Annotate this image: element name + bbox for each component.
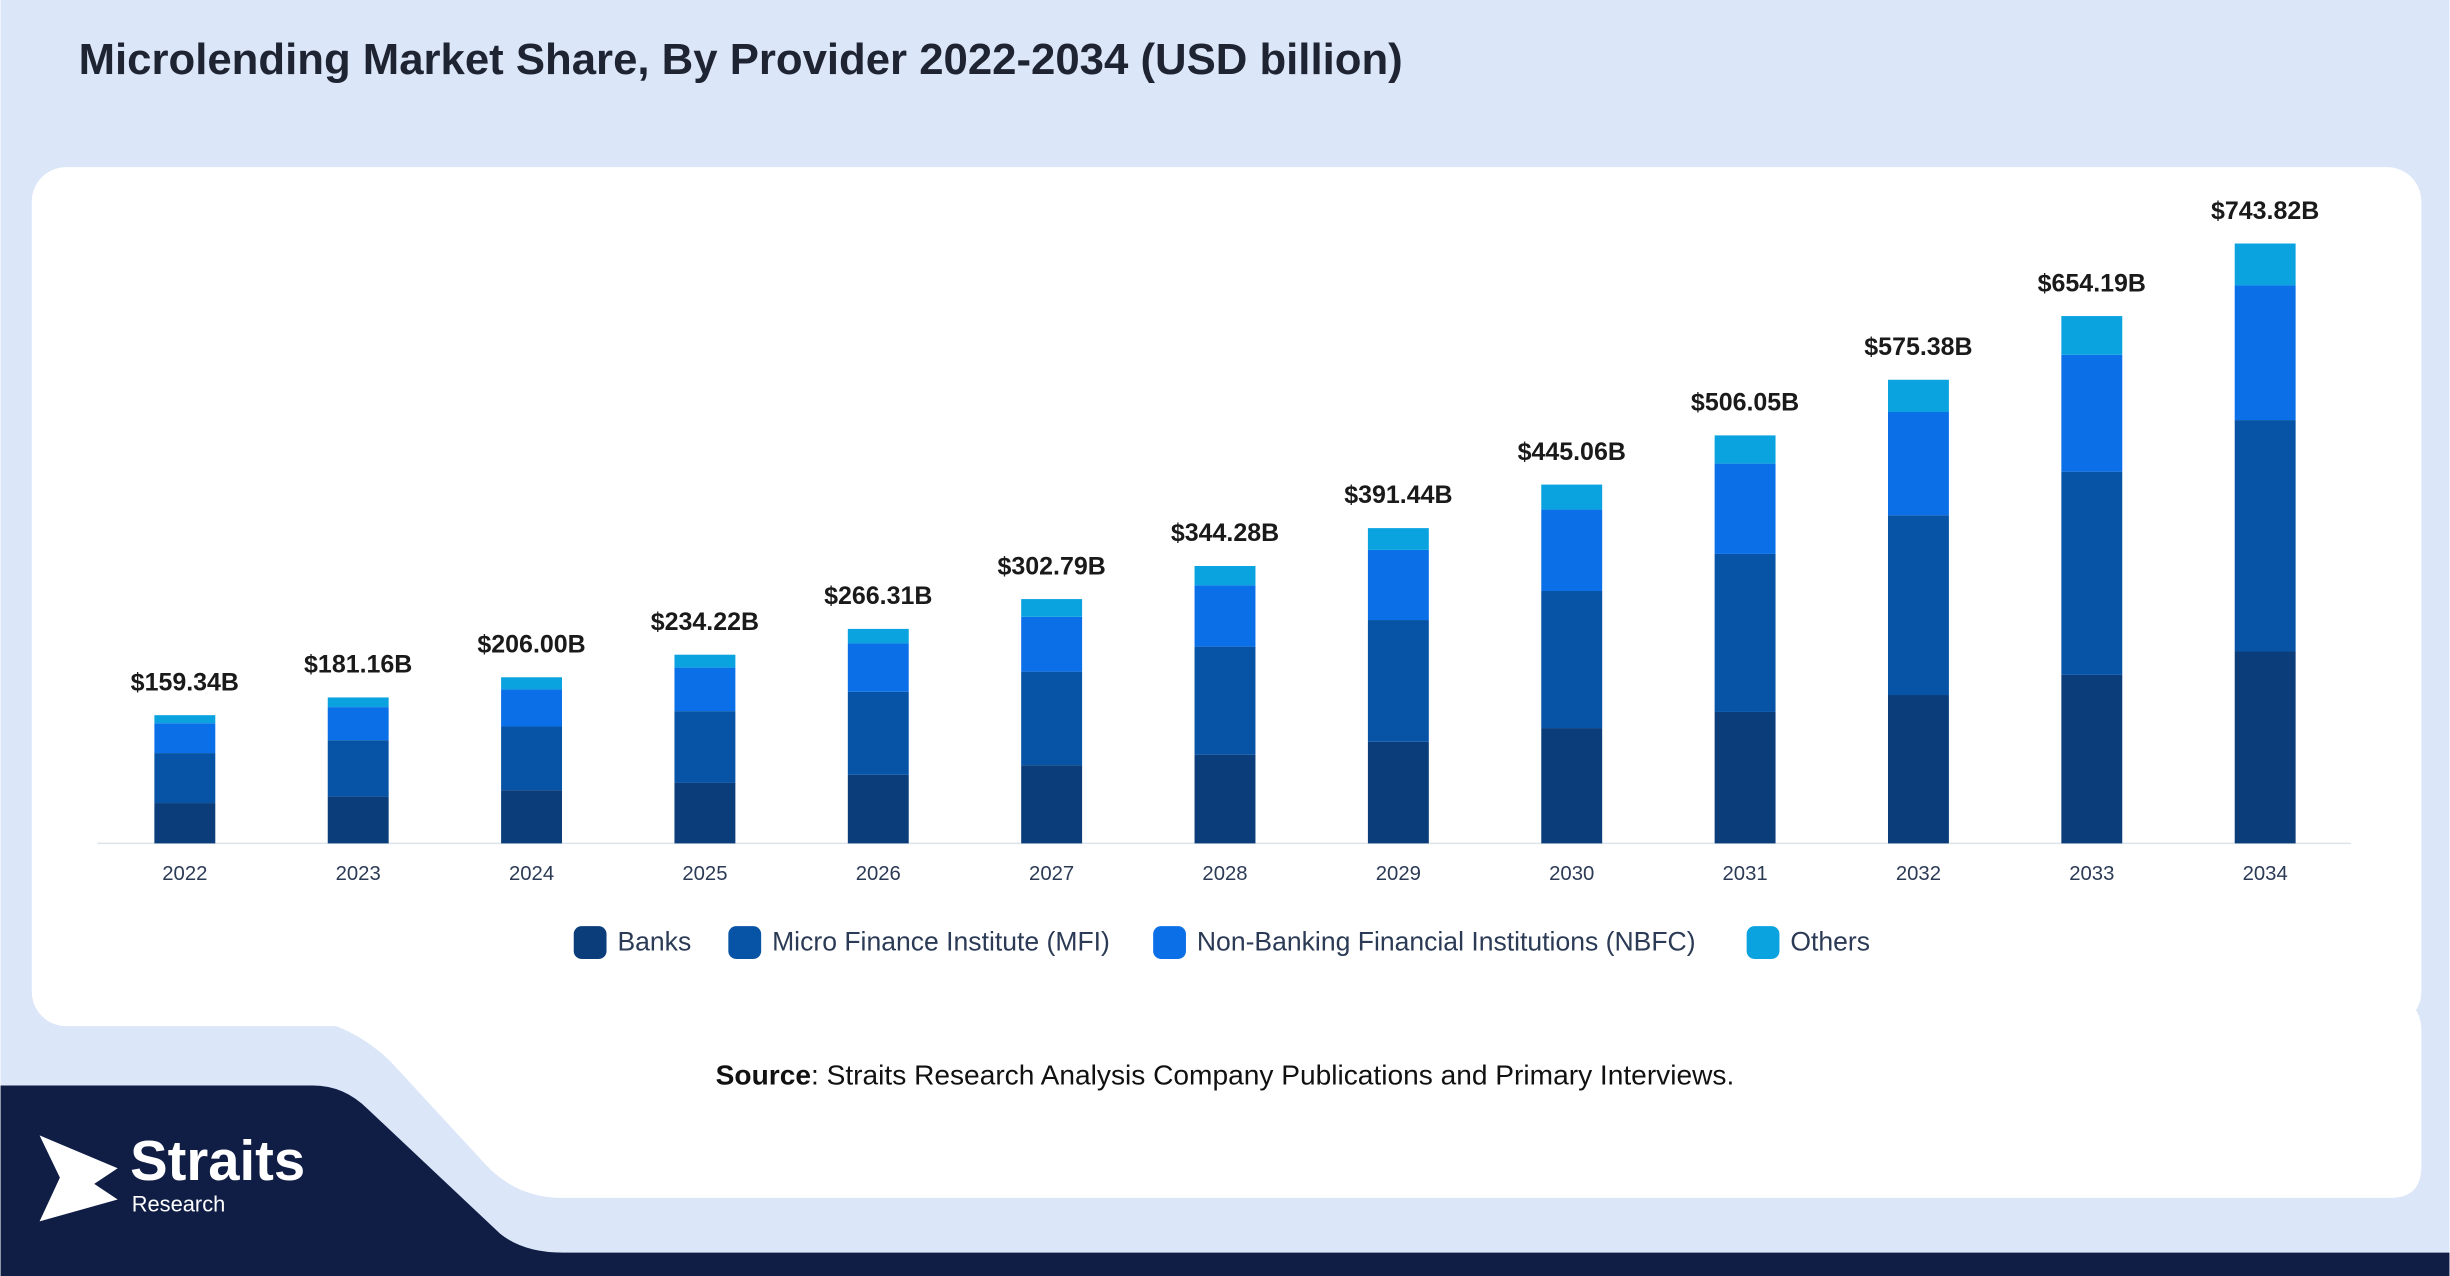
bar-segment xyxy=(1367,528,1429,550)
bar-segment xyxy=(1887,515,1949,696)
bar-segment xyxy=(327,740,389,797)
bar-segment xyxy=(501,689,563,727)
bar-segment xyxy=(2061,316,2123,355)
x-tick-label: 2024 xyxy=(509,863,554,885)
bar-segment xyxy=(674,782,736,844)
x-tick-label: 2030 xyxy=(1549,863,1594,885)
card-lower xyxy=(336,999,2422,1198)
logo-icon xyxy=(39,1135,118,1222)
bar-segment xyxy=(2234,651,2296,844)
bar-segment xyxy=(1541,484,1603,510)
bar-segment xyxy=(674,711,736,783)
bar-segment xyxy=(1887,695,1949,844)
total-label: $506.05B xyxy=(1691,389,1799,417)
bar-segment xyxy=(2234,243,2296,286)
x-tick-label: 2027 xyxy=(1029,863,1074,885)
bar-segment xyxy=(1021,671,1083,766)
total-label: $743.82B xyxy=(2211,197,2319,225)
bar-segment xyxy=(2061,354,2123,472)
total-label: $181.16B xyxy=(304,651,412,679)
legend-swatch xyxy=(728,926,762,959)
logo-name: Straits xyxy=(130,1129,305,1192)
bar-segment xyxy=(1714,463,1776,554)
legend-swatch xyxy=(573,926,607,959)
legend-label: Micro Finance Institute (MFI) xyxy=(772,926,1110,956)
total-label: $575.38B xyxy=(1864,333,1972,361)
bar-segment xyxy=(327,697,389,708)
bar-segment xyxy=(1541,591,1603,729)
bar-segment xyxy=(1887,412,1949,516)
source-label: Source xyxy=(716,1060,811,1091)
bar-segment xyxy=(1194,754,1256,844)
legend-swatch xyxy=(1746,926,1780,959)
bar-segment xyxy=(1541,509,1603,592)
total-label: $159.34B xyxy=(131,668,239,696)
bar-segment xyxy=(501,790,563,844)
bar-segment xyxy=(1021,765,1083,844)
bar-segment xyxy=(154,753,216,804)
x-tick-label: 2023 xyxy=(336,863,381,885)
x-tick-label: 2026 xyxy=(856,863,901,885)
bar-segment xyxy=(847,774,909,844)
bar-segment xyxy=(847,643,909,692)
bar-segment xyxy=(2234,420,2296,652)
bar-segment xyxy=(1887,379,1949,413)
source: Source: Straits Research Analysis Compan… xyxy=(716,1060,1735,1091)
bar-segment xyxy=(1194,566,1256,586)
bar-segment xyxy=(847,628,909,644)
total-label: $206.00B xyxy=(477,631,585,659)
bar-segment xyxy=(501,677,563,690)
total-label: $266.31B xyxy=(824,582,932,610)
legend-label: Non-Banking Financial Institutions (NBFC… xyxy=(1197,926,1696,956)
x-tick-label: 2032 xyxy=(1896,863,1941,885)
bar-segment xyxy=(1541,728,1603,844)
legend-label: Others xyxy=(1790,926,1870,956)
x-tick-label: 2034 xyxy=(2243,863,2288,885)
bar-segment xyxy=(2234,285,2296,421)
bar-segment xyxy=(1194,646,1256,755)
total-label: $391.44B xyxy=(1344,481,1452,509)
bar-segment xyxy=(1367,549,1429,621)
bar-segment xyxy=(1021,599,1083,617)
legend-label: Banks xyxy=(617,926,691,956)
bar-segment xyxy=(1714,711,1776,844)
bar-segment xyxy=(1367,741,1429,844)
x-tick-label: 2029 xyxy=(1376,863,1421,885)
bar-segment xyxy=(847,691,909,775)
bar-segment xyxy=(674,654,736,668)
bar-segment xyxy=(327,707,389,741)
total-label: $302.79B xyxy=(997,552,1105,580)
total-label: $445.06B xyxy=(1518,438,1626,466)
x-tick-label: 2028 xyxy=(1202,863,1247,885)
bar-segment xyxy=(154,715,216,724)
bar-segment xyxy=(2061,674,2123,844)
bar-segment xyxy=(154,723,216,754)
logo-sub: Research xyxy=(132,1191,226,1216)
source-text: : Straits Research Analysis Company Publ… xyxy=(811,1060,1734,1091)
footer-band xyxy=(0,1085,2450,1276)
bar-segment xyxy=(2061,471,2123,675)
total-label: $344.28B xyxy=(1171,519,1279,547)
x-tick-label: 2025 xyxy=(682,863,727,885)
chart-title: Microlending Market Share, By Provider 2… xyxy=(79,35,1403,84)
bar-segment xyxy=(154,803,216,844)
bar-segment xyxy=(327,796,389,844)
bar-segment xyxy=(1367,620,1429,742)
bar-segment xyxy=(501,726,563,791)
x-tick-label: 2033 xyxy=(2069,863,2114,885)
x-tick-label: 2022 xyxy=(162,863,207,885)
bar-segment xyxy=(674,667,736,712)
x-tick-label: 2031 xyxy=(1723,863,1768,885)
bar-segment xyxy=(1714,553,1776,712)
total-label: $234.22B xyxy=(651,608,759,636)
bar-segment xyxy=(1021,616,1083,672)
legend-swatch xyxy=(1153,926,1186,959)
bar-segment xyxy=(1194,585,1256,647)
bar-segment xyxy=(1714,435,1776,464)
total-label: $654.19B xyxy=(2038,269,2146,297)
